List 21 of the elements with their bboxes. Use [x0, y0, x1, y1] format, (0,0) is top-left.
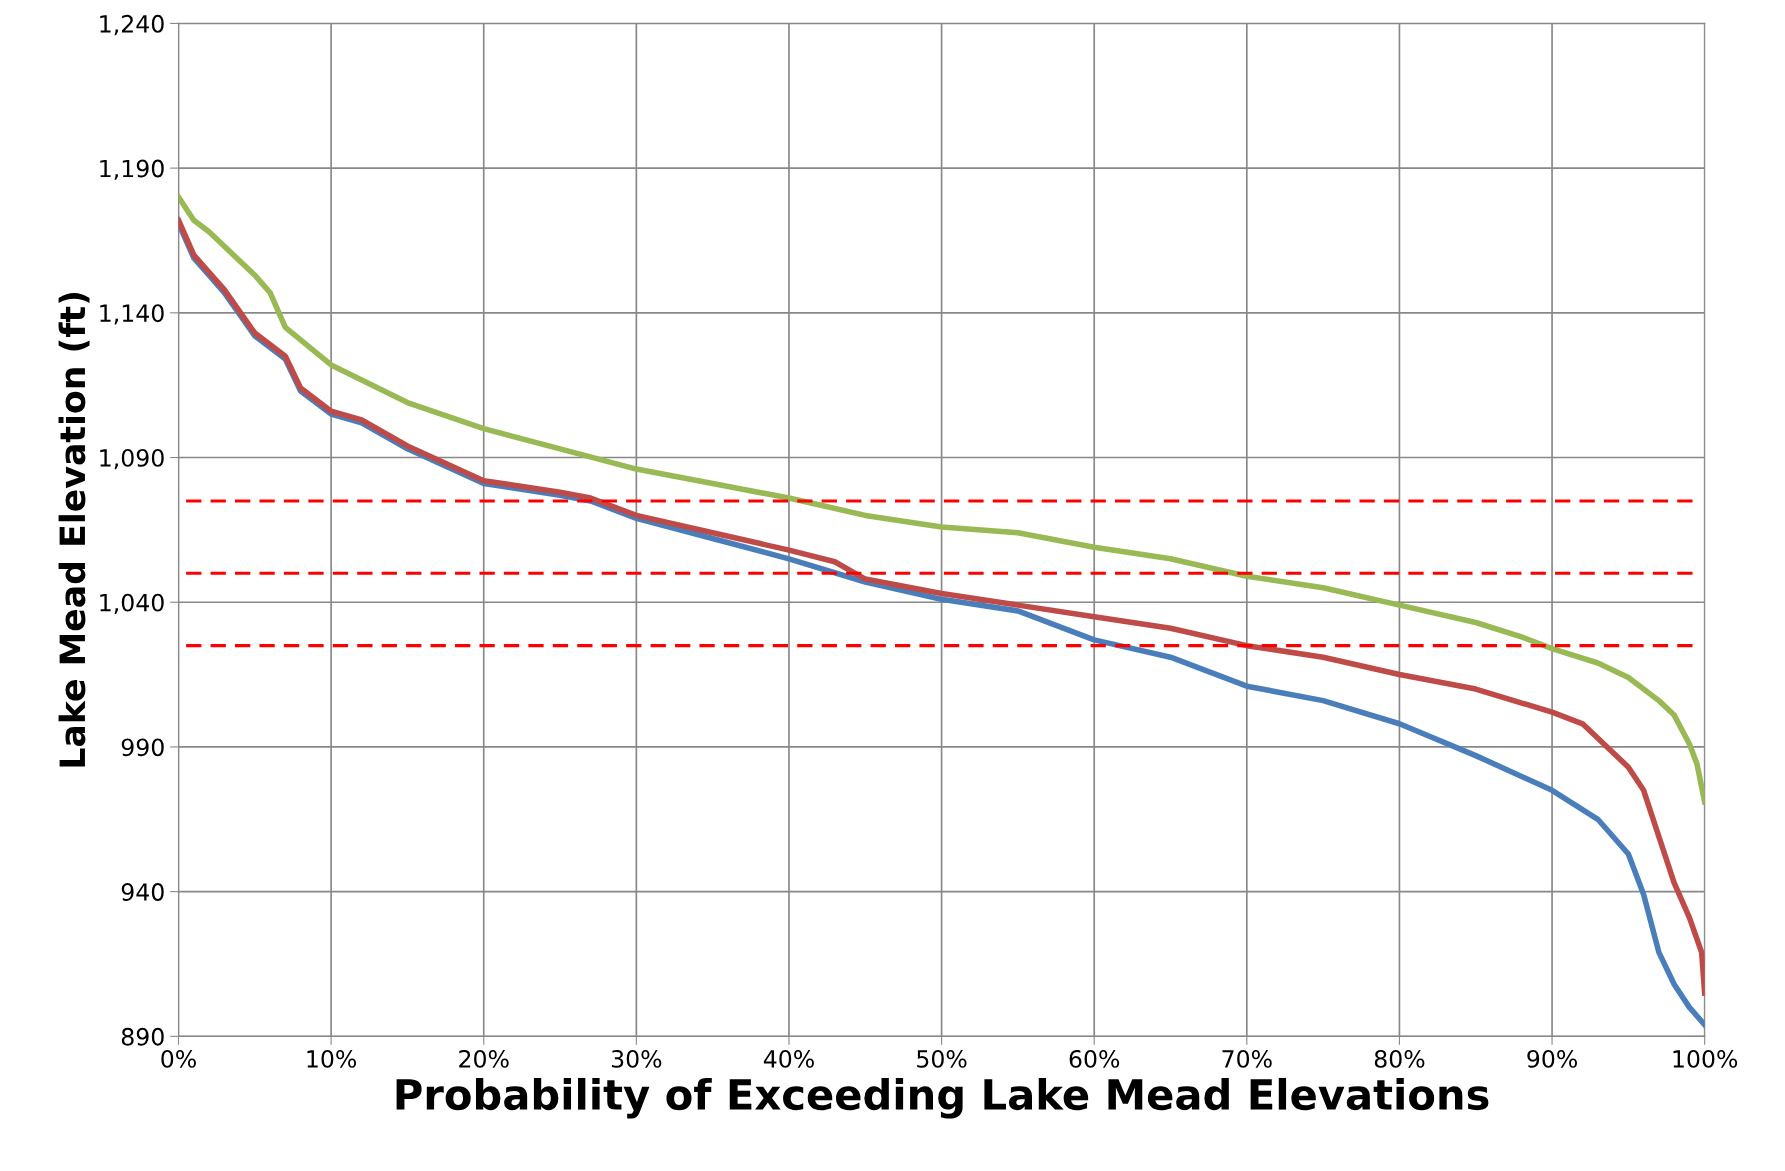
y-tick-label: 990	[121, 738, 164, 757]
x-tick-label: 30%	[611, 1049, 662, 1068]
x-tick-label: 100%	[1673, 1049, 1738, 1068]
x-tick-label: 50%	[917, 1049, 967, 1068]
x-tick-label: 70%	[1222, 1049, 1272, 1068]
x-tick-label: 40%	[763, 1049, 814, 1068]
x-tick-label: 0%	[161, 1049, 196, 1068]
x-tick-label: 90%	[1527, 1049, 1577, 1068]
y-tick-label: 1,090	[100, 448, 164, 470]
y-axis-title: Lake Mead Elevation (ft)	[58, 293, 90, 767]
y-tick-label: 1,190	[100, 159, 164, 180]
x-tick-label: 80%	[1374, 1049, 1425, 1068]
x-tick-label: 10%	[307, 1049, 357, 1068]
y-tick-label: 1,240	[100, 14, 164, 36]
x-tick-label: 20%	[459, 1049, 509, 1068]
y-tick-label: 890	[121, 1027, 164, 1046]
y-tick-label: 1,140	[100, 304, 164, 325]
y-tick-label: 1,040	[100, 593, 164, 614]
x-tick-label: 60%	[1069, 1049, 1120, 1068]
x-axis-title: Probability of Exceeding Lake Mead Elevations	[396, 1077, 1489, 1119]
y-tick-label: 940	[121, 883, 164, 901]
